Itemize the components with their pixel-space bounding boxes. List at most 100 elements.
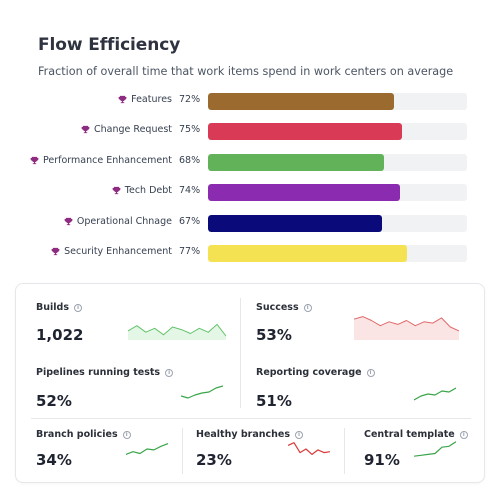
- info-icon[interactable]: i: [165, 368, 174, 377]
- trophy-icon: [51, 247, 60, 256]
- category-label: Operational Chnage: [76, 215, 172, 227]
- bar-row: Features 72%: [0, 91, 500, 111]
- sparkline-pipelines: [181, 385, 223, 399]
- metric-branch[interactable]: Branch policies i 34%: [36, 429, 131, 469]
- metric-value: 23%: [196, 451, 232, 469]
- metric-label-text: Pipelines running tests: [36, 367, 161, 378]
- bar-row: Tech Debt 74%: [0, 182, 500, 202]
- metric-label-text: Branch policies: [36, 429, 118, 440]
- metric-label-text: Builds: [36, 302, 69, 313]
- metric-value: 51%: [256, 392, 292, 410]
- bar-row: Operational Chnage 67%: [0, 213, 500, 233]
- bar-row: Performance Enhancement 68%: [0, 152, 500, 172]
- header: Flow Efficiency: [38, 35, 180, 55]
- bar-label: Security Enhancement: [51, 246, 172, 257]
- value-label: 67%: [179, 215, 201, 227]
- sparkline-line: [414, 387, 456, 401]
- value-label: 74%: [179, 185, 201, 197]
- category-label: Performance Enhancement: [42, 154, 172, 166]
- category-label: Features: [131, 94, 172, 105]
- sparkline-line: [288, 442, 330, 455]
- info-icon[interactable]: i: [122, 430, 131, 439]
- category-label: Change Request: [94, 124, 172, 136]
- bar-row: Change Request 75%: [0, 121, 500, 141]
- metric-label: Branch policies i: [36, 429, 131, 440]
- metrics-card: Builds i 1,022 Success i 53% Pipelines running…: [15, 283, 485, 483]
- bar-label: Operational Chnage: [64, 216, 172, 227]
- sparkline-success: [354, 316, 459, 340]
- metric-builds[interactable]: Builds i 1,022: [36, 302, 83, 344]
- trophy-icon: [30, 156, 39, 165]
- metric-label: Success i: [256, 302, 312, 313]
- bar[interactable]: [208, 123, 403, 141]
- info-icon[interactable]: i: [73, 303, 82, 312]
- bar[interactable]: [208, 93, 395, 110]
- sparkline-builds: [128, 323, 226, 340]
- metric-label-text: Central template: [364, 429, 455, 440]
- metric-label: Builds i: [36, 302, 83, 313]
- sparkline-area: [354, 316, 459, 340]
- metric-pipelines[interactable]: Pipelines running tests i 52%: [36, 367, 174, 410]
- value-label: 68%: [179, 154, 201, 166]
- bar-track: [208, 184, 467, 202]
- sparkline-healthy: [288, 442, 330, 455]
- metric-value: 52%: [36, 392, 72, 410]
- bar-label: Features: [118, 94, 172, 105]
- metric-reporting[interactable]: Reporting coverage i 51%: [256, 367, 375, 410]
- trophy-icon: [81, 125, 90, 134]
- metric-value: 53%: [256, 326, 292, 344]
- divider: [240, 298, 241, 408]
- bar[interactable]: [208, 153, 385, 171]
- value-label: 75%: [179, 124, 201, 136]
- metric-label: Healthy branches i: [196, 429, 304, 440]
- bar-row: Security Enhancement 77%: [0, 243, 500, 263]
- bar-track: [208, 245, 467, 262]
- divider: [344, 428, 345, 474]
- sparkline-line: [181, 385, 223, 399]
- divider: [182, 428, 183, 474]
- info-icon[interactable]: i: [459, 430, 468, 439]
- bar-label: Performance Enhancement: [30, 155, 172, 166]
- metric-success[interactable]: Success i 53%: [256, 302, 312, 344]
- bar-track: [208, 93, 467, 110]
- metric-label-text: Healthy branches: [196, 429, 291, 440]
- divider: [31, 418, 471, 419]
- bar-track: [208, 214, 467, 232]
- metric-label-text: Reporting coverage: [256, 367, 362, 378]
- metric-healthy[interactable]: Healthy branches i 23%: [196, 429, 304, 469]
- info-icon[interactable]: i: [295, 430, 304, 439]
- bar-label: Tech Debt: [112, 185, 172, 196]
- metric-label-text: Success: [256, 302, 299, 313]
- info-icon[interactable]: i: [366, 368, 375, 377]
- page-subtitle: Fraction of overall time that work items…: [38, 65, 454, 78]
- trophy-icon: [112, 186, 121, 195]
- sparkline-area: [128, 324, 226, 340]
- value-label: 77%: [179, 246, 201, 257]
- sparkline-line: [414, 441, 456, 457]
- category-label: Security Enhancement: [64, 246, 172, 257]
- sparkline-branch: [126, 443, 168, 455]
- sparkline-line: [126, 443, 168, 455]
- sparkline-reporting: [414, 387, 456, 401]
- category-label: Tech Debt: [124, 185, 172, 197]
- metric-label: Pipelines running tests i: [36, 367, 174, 378]
- metric-label: Reporting coverage i: [256, 367, 375, 378]
- metric-value: 1,022: [36, 326, 84, 344]
- sparkline-central: [414, 441, 456, 457]
- bar-track: [208, 153, 467, 171]
- trophy-icon: [64, 217, 73, 226]
- sparkline-line: [128, 323, 226, 337]
- bar[interactable]: [208, 184, 400, 202]
- info-icon[interactable]: i: [303, 303, 312, 312]
- sparkline-line: [354, 316, 459, 332]
- bar-label: Change Request: [81, 124, 172, 135]
- metric-central[interactable]: Central template i 91%: [364, 429, 468, 469]
- value-label: 72%: [179, 94, 201, 105]
- page-title: Flow Efficiency: [38, 35, 181, 55]
- metric-value: 34%: [36, 451, 72, 469]
- trophy-icon: [118, 95, 127, 104]
- metric-value: 91%: [364, 451, 400, 469]
- bar-track: [208, 123, 467, 141]
- bar[interactable]: [208, 245, 408, 262]
- bar[interactable]: [208, 214, 382, 232]
